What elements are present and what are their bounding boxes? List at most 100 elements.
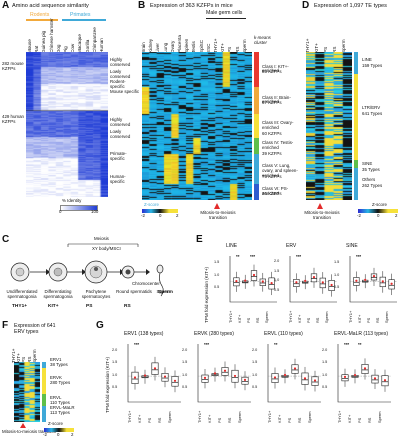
- e-ylabel: TPM fold expression (KIT+): [204, 266, 209, 323]
- f-transition-label: Mitosis-to-meiosis transition: [2, 429, 57, 434]
- erv-group-count: 38 Types: [50, 362, 68, 367]
- b-zscore-max: 2: [176, 213, 179, 218]
- cluster-class-name: Class IV: Testis-enriched: [262, 140, 294, 150]
- tissue-label: Kidney: [148, 38, 154, 53]
- g-mean-dot: [273, 376, 277, 379]
- erv-group-name: ERVL-MaLR: [50, 405, 75, 410]
- erv-group-name: ERV1: [50, 357, 62, 362]
- b-transition-label: Mitosis-to-meiosis transition: [200, 210, 236, 220]
- e-xtick: PS: [246, 317, 251, 323]
- g-significance: ***: [344, 342, 350, 347]
- e-significance: ***: [356, 254, 362, 259]
- f-zscore-min: -2: [43, 432, 47, 437]
- g-ytick: 1.0: [252, 372, 258, 377]
- g-xtick: KIT+: [207, 414, 212, 423]
- d-transition-arrow-icon: [317, 203, 323, 209]
- mouse-kzfp-label: 282 mouse KZFPs: [2, 61, 24, 71]
- cluster-class-count: 85 KZFPs: [262, 68, 282, 74]
- b-zscore-bar: [142, 209, 178, 213]
- g-mean-dot: [243, 378, 247, 382]
- g-ylabel: TPM fold expression (KIT+): [105, 356, 110, 413]
- g-ytick: 0.5: [112, 385, 118, 390]
- cell-stage-name: Differentiating spermatogonia: [43, 289, 73, 299]
- e-mean-dot: [355, 279, 358, 282]
- g-mean-dot: [213, 372, 217, 375]
- g-boxplot-svg: [267, 344, 321, 403]
- g-mean-dot: [153, 367, 157, 370]
- conservation-category: Primate-specific: [110, 151, 127, 161]
- identity-legend-min: 0: [59, 209, 62, 214]
- e-xtick: KIT+: [357, 314, 363, 323]
- g-xtick: Sperm: [237, 411, 242, 423]
- xy-body-label: XY body/MSCI: [92, 246, 121, 251]
- g-axis: [197, 344, 251, 403]
- e-mean-dot: [270, 281, 273, 285]
- g-boxplot-svg: [337, 344, 391, 403]
- cluster-bar-segment: [254, 154, 259, 184]
- e-xtick: PS: [366, 317, 371, 323]
- cluster-bar-segment: [254, 52, 259, 87]
- g-mean-dot: [363, 367, 367, 370]
- g-xtick: THY1+: [267, 410, 272, 423]
- g-ytick: 1.0: [182, 372, 188, 377]
- identity-legend-max: 100: [91, 209, 99, 214]
- e-mean-dot: [381, 280, 384, 283]
- rodents-label: Rodents: [30, 12, 50, 18]
- cell-stage-name: Pachytene spermatocytes: [81, 289, 111, 299]
- erv-group-segment: [42, 362, 46, 368]
- erv-group-name: ERVK: [50, 375, 62, 380]
- b-zscore-min: -2: [141, 213, 145, 218]
- primates-bar: [62, 19, 106, 21]
- g-mean-dot: [203, 376, 207, 380]
- e-xtick: KIT+: [237, 314, 243, 323]
- g-significance: **: [274, 342, 278, 347]
- identity-legend-title: % Identity: [62, 198, 82, 203]
- g-significance: ***: [134, 342, 140, 347]
- species-label: Guinea pig: [41, 30, 47, 53]
- d-zscore-title: Z-score: [372, 202, 387, 207]
- e-plot-title: SINE: [346, 243, 358, 249]
- g-significance: **: [358, 342, 362, 347]
- e-xtick: RS: [254, 317, 260, 323]
- b-zscore-mid: 0: [159, 213, 162, 218]
- te-group-segment: [354, 168, 358, 200]
- b-zscore-title: Z-score: [144, 202, 159, 207]
- panel-b-title: Expression of 363 KZFPs in mice: [150, 3, 233, 9]
- g-ytick: 0.5: [182, 385, 188, 390]
- species-label: Macaque: [77, 34, 83, 53]
- e-axis: [349, 256, 397, 303]
- g-ytick: 2.0: [322, 347, 328, 352]
- cell-stage-name: Round spermatids: [116, 289, 152, 294]
- e-xtick: Sperm: [383, 311, 389, 323]
- cluster-bar-segment: [254, 138, 259, 154]
- cluster-bar-segment: [254, 114, 259, 138]
- cell-stage-marker: KIT+: [48, 304, 59, 309]
- g-axis: [127, 344, 181, 403]
- panel-e-letter: E: [196, 234, 203, 245]
- e-mean-dot: [364, 278, 367, 281]
- tissue-label: Spleen: [184, 38, 190, 53]
- e-ytick: 1.0: [274, 278, 280, 283]
- g-ytick: 2.0: [112, 347, 118, 352]
- g-plot-title: ERVK (280 types): [194, 331, 234, 337]
- f-transition-arrow-icon: [20, 423, 26, 428]
- e-ytick: 2.0: [274, 258, 280, 263]
- g-ytick: 2.0: [182, 347, 188, 352]
- panel-g-letter: G: [96, 320, 104, 331]
- g-ytick: 1.5: [112, 360, 118, 365]
- e-xtick: Sperm: [323, 311, 329, 323]
- e-boxplot-svg: [349, 256, 397, 303]
- g-boxplot-svg: [197, 344, 251, 403]
- erv-group-count: 113 Types: [50, 410, 70, 415]
- te-group-name: Others: [362, 177, 376, 182]
- e-plot-title: ERV: [286, 243, 297, 249]
- cell-stage-name: Sperm: [156, 289, 170, 294]
- e-mean-dot: [244, 279, 247, 282]
- erv-group-segment: [42, 406, 46, 422]
- e-boxplot-svg: [289, 256, 337, 303]
- te-group-name: LINE: [362, 57, 372, 62]
- g-significance: ***: [204, 342, 210, 347]
- g-ytick: 0.5: [252, 385, 258, 390]
- g-plot-title: ERVL-MaLR (113 types): [334, 331, 389, 337]
- f-zscore-title: Z-score: [48, 421, 63, 426]
